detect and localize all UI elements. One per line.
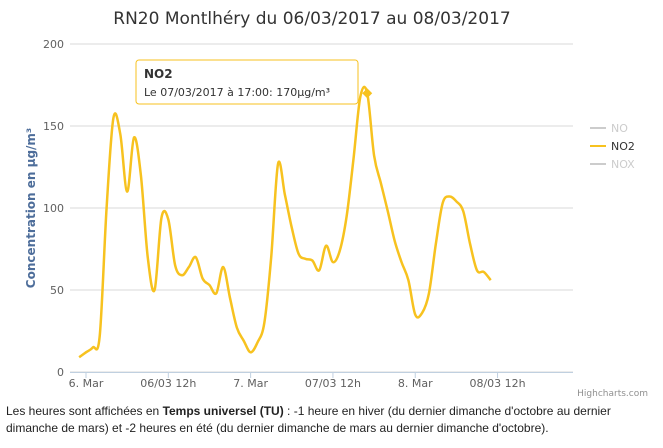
hover-marker <box>362 88 373 99</box>
footer-text: Les heures sont affichées en <box>6 404 163 418</box>
x-tick-label: 06/03 12h <box>140 377 196 390</box>
legend-label: NO <box>611 122 628 135</box>
y-tick-label: 200 <box>43 38 64 51</box>
footer-text: : -1 heure en hiver (du dernier dimanche… <box>6 404 611 435</box>
y-tick-label: 100 <box>43 202 64 215</box>
y-tick-label: 50 <box>50 284 64 297</box>
footer-note: Les heures sont affichées en Temps unive… <box>6 403 656 437</box>
x-tick-label: 8. Mar <box>398 377 433 390</box>
credits: Highcharts.com <box>577 389 648 399</box>
y-axis-label: Concentration en µg/m³ <box>24 128 38 288</box>
tooltip: NO2 Le 07/03/2017 à 17:00: 170µg/m³ <box>135 59 359 105</box>
x-tick-label: 7. Mar <box>233 377 268 390</box>
chart-title: RN20 Montlhéry du 06/03/2017 au 08/03/20… <box>113 9 510 29</box>
tooltip-title: NO2 <box>144 67 173 81</box>
y-tick-label: 0 <box>57 366 64 379</box>
y-tick-label: 150 <box>43 120 64 133</box>
series-line <box>78 85 492 359</box>
legend-label: NOX <box>611 158 635 171</box>
chart: RN20 Montlhéry du 06/03/2017 au 08/03/20… <box>24 9 648 399</box>
legend-label: NO2 <box>611 140 635 153</box>
tooltip-text: Le 07/03/2017 à 17:00: 170µg/m³ <box>144 86 330 99</box>
x-tick-label: 6. Mar <box>69 377 104 390</box>
x-tick-label: 07/03 12h <box>305 377 361 390</box>
x-tick-label: 08/03 12h <box>469 377 525 390</box>
tooltip-box <box>135 59 359 105</box>
footer-bold: Temps universel (TU) <box>162 404 284 418</box>
